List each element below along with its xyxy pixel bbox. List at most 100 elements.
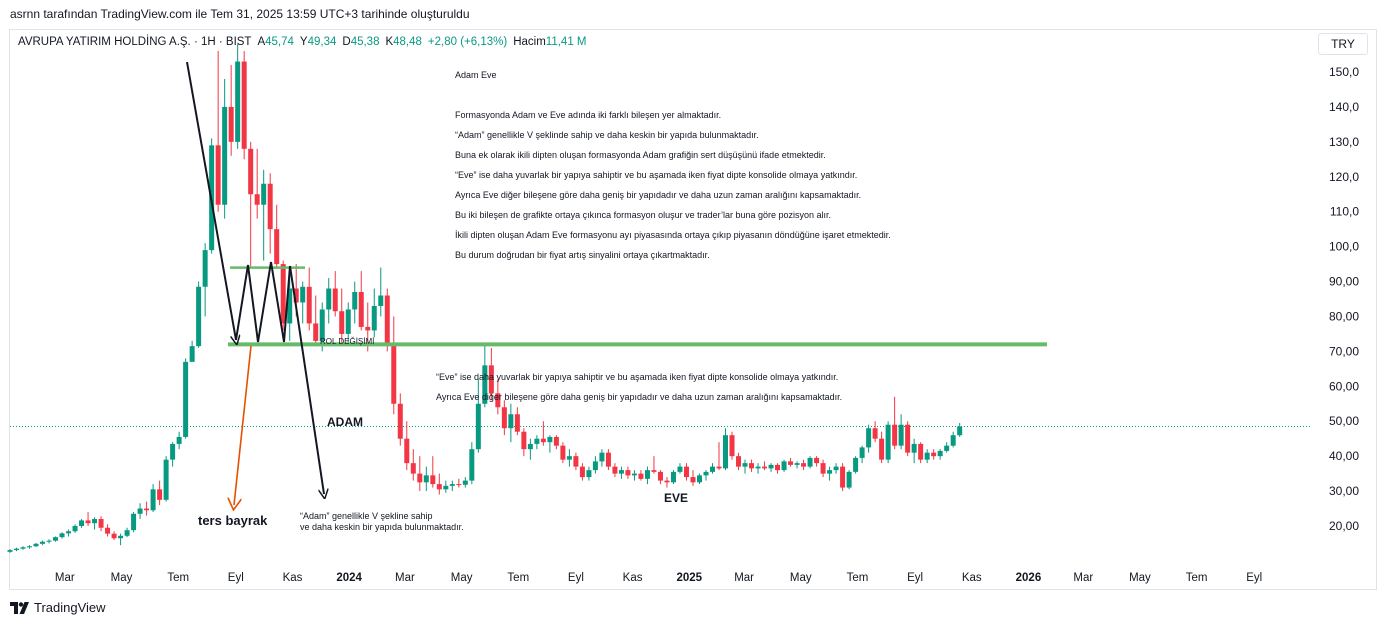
candle-body bbox=[430, 475, 436, 485]
candle-body bbox=[911, 443, 917, 453]
candle-body bbox=[274, 229, 280, 265]
candle-body bbox=[859, 447, 865, 458]
y-tick-label: 40,00 bbox=[1329, 449, 1359, 463]
x-tick-label: Eyl bbox=[907, 572, 923, 584]
candles bbox=[7, 44, 963, 553]
candle-body bbox=[827, 470, 833, 474]
candle-body bbox=[781, 461, 787, 471]
candle-body bbox=[118, 535, 124, 539]
drawings bbox=[186, 61, 1047, 505]
candle-body bbox=[14, 548, 20, 551]
adam-eve-note-line: İkili dipten oluşan Adam Eve formasyonu … bbox=[455, 230, 891, 240]
candle-body bbox=[931, 452, 937, 457]
candle-body bbox=[508, 414, 514, 429]
candle-body bbox=[807, 457, 813, 467]
x-tick-label: May bbox=[111, 572, 133, 584]
candle-body bbox=[144, 508, 150, 511]
candle-body bbox=[241, 61, 247, 149]
candle-body bbox=[644, 470, 650, 479]
x-tick-label: Mar bbox=[55, 572, 75, 584]
candle-body bbox=[410, 463, 416, 474]
brand-name: TradingView bbox=[34, 600, 106, 615]
candle-body bbox=[710, 466, 716, 472]
x-tick-label: Mar bbox=[395, 572, 415, 584]
candle-body bbox=[66, 531, 72, 534]
adam-note-line: ve daha keskin bir yapıda bulunmaktadır. bbox=[300, 522, 464, 532]
ters-bayrak-arrow bbox=[234, 345, 252, 505]
x-tick-label: Tem bbox=[1186, 572, 1208, 584]
y-tick-label: 110,0 bbox=[1330, 205, 1359, 219]
candle-body bbox=[150, 489, 156, 511]
candle-body bbox=[892, 424, 898, 446]
candle-body bbox=[514, 414, 520, 432]
candle-body bbox=[657, 471, 663, 481]
y-tick-label: 60,00 bbox=[1329, 379, 1359, 393]
y-tick-label: 30,00 bbox=[1329, 484, 1359, 498]
candle-body bbox=[85, 520, 91, 524]
candle-body bbox=[501, 407, 507, 429]
adam-eve-note-line bbox=[455, 85, 891, 105]
candle-body bbox=[872, 428, 878, 439]
candle-body bbox=[319, 309, 325, 341]
candle-body bbox=[456, 484, 462, 486]
candle-body bbox=[339, 311, 345, 334]
candle-body bbox=[423, 475, 429, 483]
candle-body bbox=[293, 288, 299, 303]
x-tick-label: 2026 bbox=[1016, 572, 1042, 584]
currency-button[interactable]: TRY bbox=[1318, 33, 1368, 55]
rol-degisimi-label: ROL DEĞİŞİMİ bbox=[320, 337, 375, 346]
candle-body bbox=[696, 475, 702, 483]
adam-note: “Adam” genellikle V şekline sahip ve dah… bbox=[300, 511, 464, 533]
candle-body bbox=[898, 424, 904, 446]
candle-body bbox=[853, 457, 859, 472]
y-axis: 20,00 30,00 40,00 50,00 60,00 70,00 80,00 90,00… bbox=[1329, 65, 1359, 533]
adam-label: ADAM bbox=[327, 415, 363, 429]
candle-body bbox=[801, 463, 807, 467]
candle-body bbox=[72, 526, 78, 532]
candle-body bbox=[443, 485, 449, 490]
candle-body bbox=[196, 286, 202, 347]
candle-body bbox=[527, 443, 533, 450]
candle-body bbox=[586, 470, 592, 478]
adam-eve-note-line: Bu iki bileşen de grafikte ortaya çıkınc… bbox=[455, 210, 832, 220]
candle-body bbox=[592, 461, 598, 471]
candle-body bbox=[59, 533, 65, 538]
adam-eve-note: Adam Eve Formasyonda Adam ve Eve adında … bbox=[455, 65, 891, 265]
candle-body bbox=[254, 194, 260, 205]
candle-body bbox=[944, 445, 950, 451]
candle-body bbox=[560, 445, 566, 460]
candle-body bbox=[683, 466, 689, 478]
adam-eve-note-line: Ayrıca Eve diğer bileşene göre daha geni… bbox=[455, 190, 862, 200]
candle-body bbox=[202, 250, 208, 287]
symbol-name[interactable]: AVRUPA YATIRIM HOLDİNG A.Ş. · 1H · BIST bbox=[18, 36, 252, 48]
candle-body bbox=[384, 295, 390, 345]
candle-body bbox=[391, 344, 397, 404]
volume-label: Hacim bbox=[513, 36, 546, 48]
candle-body bbox=[345, 309, 351, 334]
candle-body bbox=[98, 519, 104, 528]
low-label: D bbox=[342, 36, 351, 48]
candle-body bbox=[566, 456, 572, 460]
candle-body bbox=[664, 480, 670, 483]
candle-body bbox=[248, 148, 254, 195]
candle-body bbox=[267, 183, 273, 230]
candle-body bbox=[313, 323, 319, 341]
x-tick-label: Mar bbox=[734, 572, 754, 584]
candle-body bbox=[723, 435, 729, 469]
candle-body bbox=[189, 346, 195, 362]
candle-body bbox=[46, 540, 52, 542]
candle-body bbox=[905, 424, 911, 453]
y-tick-label: 50,00 bbox=[1329, 414, 1359, 428]
candle-body bbox=[547, 436, 553, 443]
candle-body bbox=[846, 471, 852, 488]
candle-body bbox=[736, 456, 742, 467]
candle-body bbox=[33, 543, 39, 547]
candle-body bbox=[553, 436, 559, 446]
chart-caption: asrnn tarafından TradingView.com ile Tem… bbox=[10, 7, 470, 21]
symbol-legend: AVRUPA YATIRIM HOLDİNG A.Ş. · 1H · BIST … bbox=[18, 36, 587, 48]
candle-body bbox=[625, 470, 631, 476]
adam-trend-line bbox=[186, 61, 236, 340]
candle-body bbox=[280, 264, 286, 324]
candle-body bbox=[170, 443, 176, 460]
